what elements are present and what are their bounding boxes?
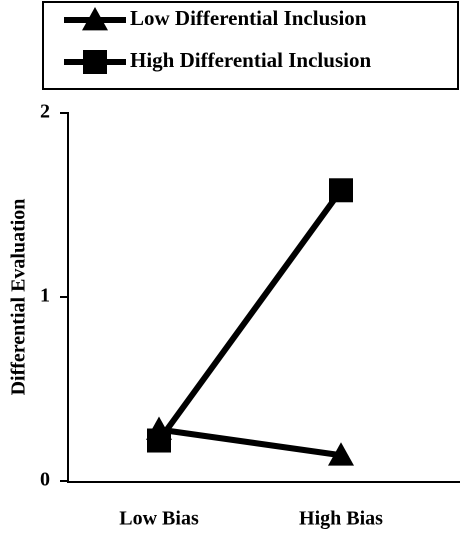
y-tick-label: 2 bbox=[40, 101, 50, 123]
x-tick-label: Low Bias bbox=[119, 508, 199, 530]
series-line bbox=[158, 426, 342, 459]
legend-label: Low Differential Inclusion bbox=[130, 6, 367, 30]
y-tick-label: 0 bbox=[40, 469, 50, 491]
legend-marker bbox=[82, 7, 108, 31]
legend-marker bbox=[83, 50, 107, 74]
x-tick-label: High Bias bbox=[299, 508, 383, 530]
data-point bbox=[147, 428, 171, 453]
data-point bbox=[329, 178, 353, 203]
data-point bbox=[328, 442, 354, 466]
y-axis-label: Differential Evaluation bbox=[8, 199, 30, 396]
legend-box bbox=[42, 1, 459, 90]
legend-label: High Differential Inclusion bbox=[130, 48, 371, 72]
series-line bbox=[156, 188, 344, 443]
y-tick-label: 1 bbox=[40, 285, 50, 307]
